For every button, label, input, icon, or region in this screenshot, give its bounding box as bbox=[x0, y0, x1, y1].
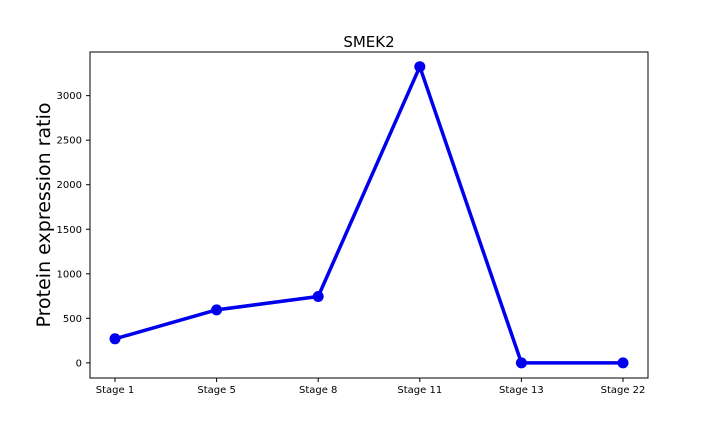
y-axis: 0 500 1000 1500 2000 2500 3000 bbox=[57, 91, 90, 369]
x-axis: Stage 1 Stage 5 Stage 8 Stage 11 Stage 13 Sta… bbox=[96, 378, 646, 396]
x-tick-label: Stage 5 bbox=[197, 385, 235, 396]
y-tick-label: 1000 bbox=[57, 269, 82, 280]
y-axis-label: Protein expression ratio bbox=[33, 103, 55, 328]
y-tick-label: 0 bbox=[76, 358, 82, 369]
data-point bbox=[109, 333, 121, 345]
data-point bbox=[414, 61, 426, 73]
x-tick-label: Stage 1 bbox=[96, 385, 134, 396]
data-point bbox=[515, 357, 527, 369]
y-tick-label: 2000 bbox=[57, 180, 82, 191]
chart-title: SMEK2 bbox=[343, 33, 394, 51]
data-point bbox=[617, 357, 629, 369]
y-tick-label: 500 bbox=[63, 314, 82, 325]
y-tick-label: 2500 bbox=[57, 136, 82, 147]
x-tick-label: Stage 13 bbox=[499, 385, 544, 396]
data-point bbox=[211, 304, 223, 316]
data-point bbox=[312, 291, 324, 302]
x-tick-label: Stage 11 bbox=[397, 385, 442, 396]
y-tick-label: 3000 bbox=[57, 91, 82, 102]
y-tick-label: 1500 bbox=[57, 225, 82, 236]
x-tick-label: Stage 22 bbox=[601, 385, 646, 396]
series-layer bbox=[109, 61, 629, 369]
x-tick-label: Stage 8 bbox=[299, 385, 337, 396]
plot-frame bbox=[89, 51, 649, 379]
series-line bbox=[114, 64, 623, 365]
